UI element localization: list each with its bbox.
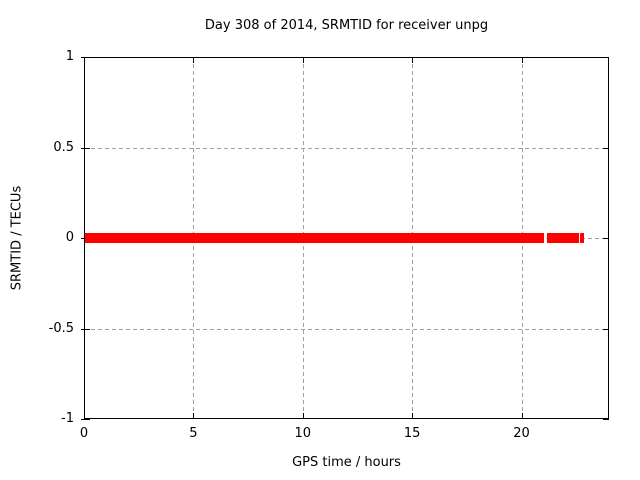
y-tick-right [603,328,609,330]
x-tick-top [412,57,414,63]
x-tick-bottom [193,413,195,419]
y-tick-right [603,238,609,239]
data-series-segment [547,233,580,243]
chart-title: Day 308 of 2014, SRMTID for receiver unp… [204,18,489,33]
x-tick-bottom [521,413,523,419]
horizontal-gridline [84,328,609,330]
data-series-segment [579,233,585,243]
y-tick-right [603,147,609,149]
y-tick-right [603,419,609,420]
x-tick-label: 10 [294,426,312,441]
y-tick-label: -0.5 [48,320,74,336]
x-tick-label: 15 [403,426,421,441]
y-tick-label: 1 [65,49,74,64]
x-axis-label: GPS time / hours [292,455,401,470]
data-series-segment [84,233,545,243]
x-tick-top [521,57,523,63]
y-tick-left [81,419,90,420]
y-tick-label: -1 [61,411,74,426]
x-tick-label: 0 [79,426,89,441]
x-tick-top [193,57,195,63]
x-tick-bottom [302,413,304,419]
x-tick-bottom [412,413,414,419]
y-tick-label: 0.5 [53,139,74,155]
y-tick-left [81,328,90,330]
x-tick-label: 5 [189,426,198,441]
x-tick-top [302,57,304,63]
horizontal-gridline [84,147,609,149]
y-tick-left [81,147,90,149]
y-tick-label: 0 [65,230,74,245]
x-tick-label: 20 [513,426,530,441]
plot-area [84,57,609,419]
